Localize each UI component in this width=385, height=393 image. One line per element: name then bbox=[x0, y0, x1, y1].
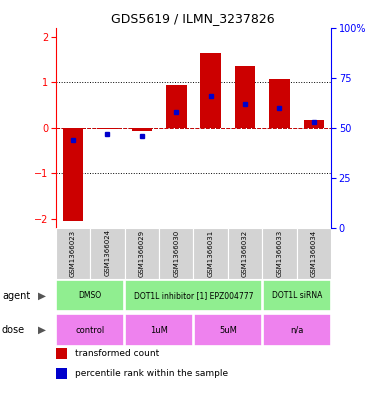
Text: GSM1366033: GSM1366033 bbox=[276, 230, 283, 277]
Bar bbox=[200, 53, 221, 128]
Bar bbox=[56, 367, 67, 379]
Bar bbox=[166, 85, 187, 128]
Text: control: control bbox=[75, 326, 105, 334]
Bar bbox=[235, 66, 255, 128]
Text: GSM1366030: GSM1366030 bbox=[173, 230, 179, 277]
Bar bbox=[56, 280, 124, 311]
Text: GSM1366024: GSM1366024 bbox=[104, 230, 110, 276]
Text: GSM1366023: GSM1366023 bbox=[70, 230, 76, 277]
Text: n/a: n/a bbox=[290, 326, 303, 334]
Text: DOT1L inhibitor [1] EPZ004777: DOT1L inhibitor [1] EPZ004777 bbox=[134, 291, 253, 300]
Bar bbox=[97, 128, 118, 129]
Bar bbox=[159, 228, 194, 279]
Text: agent: agent bbox=[2, 291, 30, 301]
Bar bbox=[262, 228, 297, 279]
Text: GSM1366031: GSM1366031 bbox=[208, 230, 214, 277]
Bar bbox=[56, 314, 124, 346]
Bar bbox=[132, 128, 152, 131]
Text: 1uM: 1uM bbox=[150, 326, 168, 334]
Bar bbox=[297, 228, 331, 279]
Text: percentile rank within the sample: percentile rank within the sample bbox=[75, 369, 228, 378]
Text: GSM1366032: GSM1366032 bbox=[242, 230, 248, 277]
Bar bbox=[63, 128, 83, 221]
Bar bbox=[125, 280, 262, 311]
Text: ▶: ▶ bbox=[38, 291, 46, 301]
Text: ▶: ▶ bbox=[38, 325, 46, 335]
Bar bbox=[228, 228, 262, 279]
Text: DMSO: DMSO bbox=[79, 291, 102, 300]
Text: GSM1366029: GSM1366029 bbox=[139, 230, 145, 277]
Text: GSM1366034: GSM1366034 bbox=[311, 230, 317, 277]
Bar bbox=[56, 348, 67, 359]
Bar bbox=[125, 314, 193, 346]
Bar bbox=[263, 280, 331, 311]
Bar bbox=[263, 314, 331, 346]
Text: dose: dose bbox=[2, 325, 25, 335]
Bar bbox=[90, 228, 125, 279]
Bar bbox=[194, 314, 262, 346]
Bar bbox=[269, 79, 290, 128]
Bar bbox=[194, 228, 228, 279]
Text: GDS5619 / ILMN_3237826: GDS5619 / ILMN_3237826 bbox=[111, 12, 274, 25]
Bar bbox=[125, 228, 159, 279]
Bar bbox=[303, 119, 324, 128]
Text: 5uM: 5uM bbox=[219, 326, 237, 334]
Bar bbox=[56, 228, 90, 279]
Text: transformed count: transformed count bbox=[75, 349, 159, 358]
Text: DOT1L siRNA: DOT1L siRNA bbox=[271, 291, 322, 300]
